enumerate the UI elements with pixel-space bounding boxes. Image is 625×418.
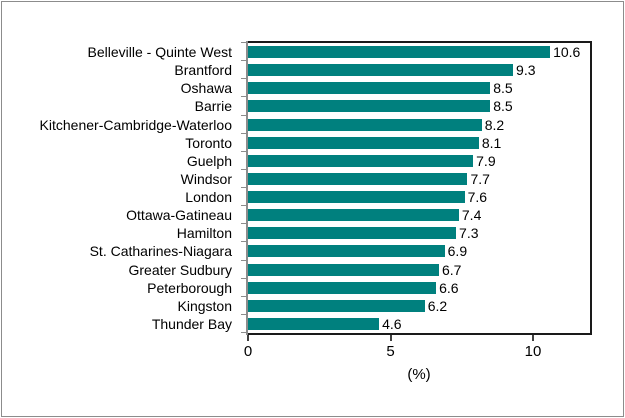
category-label: Guelph <box>186 152 232 169</box>
bar-row: 4.6 <box>248 315 590 333</box>
bar-value-label: 7.3 <box>459 225 479 242</box>
bar-row: 8.5 <box>248 97 590 115</box>
bar-row: 7.7 <box>248 170 590 188</box>
y-tick <box>241 42 246 43</box>
bar-value-label: 6.9 <box>447 243 468 260</box>
bar-value-label: 7.4 <box>461 207 482 224</box>
y-tick <box>241 114 246 116</box>
bar <box>248 64 514 77</box>
bar-value-label: 7.7 <box>470 170 490 187</box>
bar-row: 7.6 <box>248 188 590 206</box>
y-axis-category-labels: Belleville - Quinte West Brantford Oshawa B… <box>0 43 240 333</box>
bar-value-label: 9.3 <box>516 62 536 79</box>
x-tick <box>247 335 249 341</box>
bar-row: 6.7 <box>248 261 590 279</box>
category-label: Barrie <box>194 98 232 115</box>
bar-row: 8.2 <box>248 116 590 134</box>
bar <box>248 299 425 312</box>
y-tick <box>241 223 246 225</box>
x-tick <box>389 335 392 341</box>
bar <box>248 191 465 204</box>
bars-container: 10.6 9.3 8.5 8.5 8.2 8.1 7.9 7.7 7.6 7.4 7.3 6.9 6.7… <box>248 43 590 333</box>
y-tick <box>241 96 246 98</box>
bar <box>248 100 491 113</box>
category-label: London <box>185 189 232 206</box>
bar-value-label: 7.9 <box>476 152 496 169</box>
category-label: Peterborough <box>147 279 232 296</box>
y-tick <box>241 277 246 279</box>
y-tick <box>241 313 246 315</box>
x-tick-label: 0 <box>243 343 253 360</box>
x-axis: (%) 0 5 10 <box>244 335 590 395</box>
category-label: Ottawa-Gatineau <box>126 207 232 224</box>
bar-row: 6.6 <box>248 279 590 297</box>
bar <box>248 317 380 330</box>
bar <box>248 263 439 276</box>
bar-value-label: 8.2 <box>484 116 505 133</box>
bar-value-label: 7.6 <box>467 189 488 206</box>
y-tick <box>241 187 246 188</box>
x-axis-label: (%) <box>407 366 431 383</box>
plot-area: 10.6 9.3 8.5 8.5 8.2 8.1 7.9 7.7 7.6 7.4 7.3 6.9 6.7… <box>241 41 592 335</box>
bar-row: 6.2 <box>248 297 590 315</box>
category-label: Kitchener-Cambridge-Waterloo <box>39 116 232 133</box>
bar-value-label: 4.6 <box>382 315 402 332</box>
bar <box>248 281 437 294</box>
bar-value-label: 8.5 <box>493 80 513 97</box>
bar <box>248 209 459 222</box>
bar-value-label: 6.2 <box>427 297 448 314</box>
y-tick <box>241 132 246 134</box>
y-tick <box>241 259 246 261</box>
category-label: Kingston <box>177 297 232 314</box>
y-tick <box>241 295 246 297</box>
x-tick-label: 5 <box>386 343 395 360</box>
y-tick <box>241 78 246 80</box>
y-tick <box>241 241 246 243</box>
y-axis-line <box>246 41 248 335</box>
x-tick-label: 10 <box>524 343 542 360</box>
category-label: Thunder Bay <box>151 315 232 332</box>
bar-value-label: 6.7 <box>441 261 462 278</box>
bar-row: 6.9 <box>248 242 590 260</box>
bar-value-label: 8.5 <box>493 98 513 115</box>
y-tick <box>241 150 246 152</box>
bar-row: 8.5 <box>248 79 590 97</box>
category-label: Oshawa <box>180 80 232 97</box>
category-label: Toronto <box>185 134 232 151</box>
bar <box>248 46 551 59</box>
category-label: Hamilton <box>176 225 232 242</box>
bar-row: 8.1 <box>248 134 590 152</box>
y-tick <box>241 205 246 207</box>
y-tick <box>241 168 246 170</box>
category-label: Belleville - Quinte West <box>87 44 232 61</box>
y-tick <box>241 60 246 62</box>
category-label: St. Catharines-Niagara <box>89 243 232 260</box>
bar <box>248 118 482 131</box>
bar <box>248 227 457 240</box>
bar-value-label: 6.6 <box>439 279 459 296</box>
bar <box>248 172 468 185</box>
category-label: Brantford <box>174 62 232 79</box>
bar-row: 7.3 <box>248 224 590 242</box>
bar <box>248 245 445 258</box>
bar-row: 7.9 <box>248 152 590 170</box>
bar <box>248 154 474 167</box>
bar-value-label: 8.1 <box>481 134 502 151</box>
category-label: Greater Sudbury <box>128 261 233 278</box>
bar <box>248 136 479 149</box>
bar-value-label: 10.6 <box>553 44 581 61</box>
bar-row: 7.4 <box>248 206 590 224</box>
y-tick <box>241 332 246 333</box>
bar-row: 9.3 <box>248 61 590 79</box>
bar <box>248 82 491 95</box>
x-tick <box>532 335 534 341</box>
bar-row: 10.6 <box>248 43 590 61</box>
category-label: Windsor <box>180 170 232 187</box>
